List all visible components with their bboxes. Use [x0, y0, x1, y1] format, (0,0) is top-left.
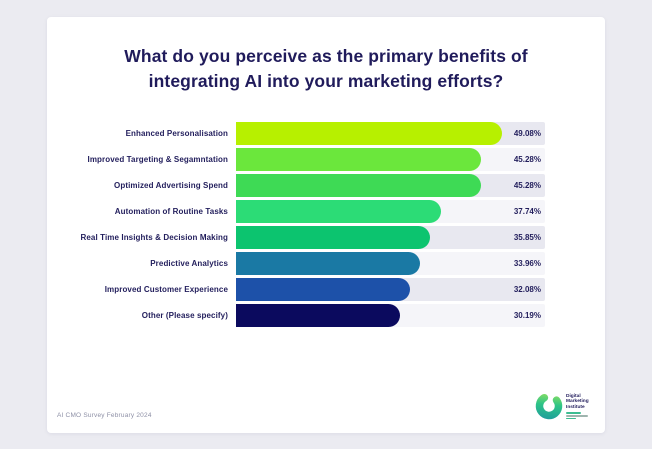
bar-track: 45.28%: [236, 148, 545, 171]
value-label: 32.08%: [513, 285, 541, 294]
bar-track: 37.74%: [236, 200, 545, 223]
value-label: 37.74%: [513, 207, 541, 216]
bar-track: 35.85%: [236, 226, 545, 249]
value-label: 35.85%: [513, 233, 541, 242]
title-line-1: What do you perceive as the primary bene…: [124, 46, 528, 66]
value-label: 49.08%: [513, 129, 541, 138]
category-label: Enhanced Personalisation: [125, 129, 228, 138]
bar: [236, 174, 481, 197]
chart-row: Improved Targeting & Segamntation 45.28%: [47, 148, 605, 171]
bar-track: 32.08%: [236, 278, 545, 301]
category-label: Automation of Routine Tasks: [114, 207, 228, 216]
bar-track: 49.08%: [236, 122, 545, 145]
chart-row: Predictive Analytics 33.96%: [47, 252, 605, 275]
bar: [236, 278, 410, 301]
title-line-2: integrating AI into your marketing effor…: [148, 70, 504, 91]
infographic-card: What do you perceive as the primary bene…: [47, 17, 605, 433]
chart-row: Enhanced Personalisation 49.08%: [47, 122, 605, 145]
chart-row: Real Time Insights & Decision Making 35.8…: [47, 226, 605, 249]
dmi-ring-icon: [535, 392, 563, 420]
bar: [236, 304, 400, 327]
value-label: 30.19%: [513, 311, 541, 320]
category-label: Optimized Advertising Spend: [114, 181, 228, 190]
bar-track: 33.96%: [236, 252, 545, 275]
category-label: Predictive Analytics: [150, 259, 228, 268]
dmi-tagline: [566, 412, 589, 420]
bar: [236, 122, 502, 145]
bar: [236, 200, 441, 223]
dmi-wordmark-line-3: Institute: [566, 404, 585, 410]
category-label: Other (Please specify): [141, 311, 228, 320]
value-label: 45.28%: [513, 155, 541, 164]
category-label: Improved Targeting & Segamntation: [87, 155, 228, 164]
bar-track: 45.28%: [236, 174, 545, 197]
dmi-tagline-line: [566, 417, 576, 420]
source-note: AI CMO Survey February 2024: [57, 412, 152, 419]
dmi-logo: Digital Marketing Institute: [535, 392, 589, 420]
category-label: Real Time Insights & Decision Making: [80, 233, 228, 242]
bar: [236, 252, 420, 275]
value-label: 45.28%: [513, 181, 541, 190]
dmi-tagline-line: [566, 412, 581, 414]
category-label: Improved Customer Experience: [104, 285, 228, 294]
dmi-wordmark-line-1: Digital: [566, 394, 581, 399]
bar-chart: Enhanced Personalisation 49.08% Improved T…: [47, 122, 605, 330]
page-title: What do you perceive as the primary bene…: [47, 44, 605, 94]
value-label: 33.96%: [513, 259, 541, 268]
dmi-wordmark: Digital Marketing Institute: [566, 392, 589, 420]
bar-track: 30.19%: [236, 304, 545, 327]
chart-row: Automation of Routine Tasks 37.74%: [47, 200, 605, 223]
bar: [236, 148, 481, 171]
dmi-wordmark-line-2: Marketing: [566, 399, 589, 405]
chart-row: Optimized Advertising Spend 45.28%: [47, 174, 605, 197]
dmi-tagline-line: [566, 414, 588, 417]
bar: [236, 226, 430, 249]
chart-rows: Enhanced Personalisation 49.08% Improved T…: [47, 122, 605, 327]
chart-row: Other (Please specify) 30.19%: [47, 304, 605, 327]
chart-row: Improved Customer Experience 32.08%: [47, 278, 605, 301]
